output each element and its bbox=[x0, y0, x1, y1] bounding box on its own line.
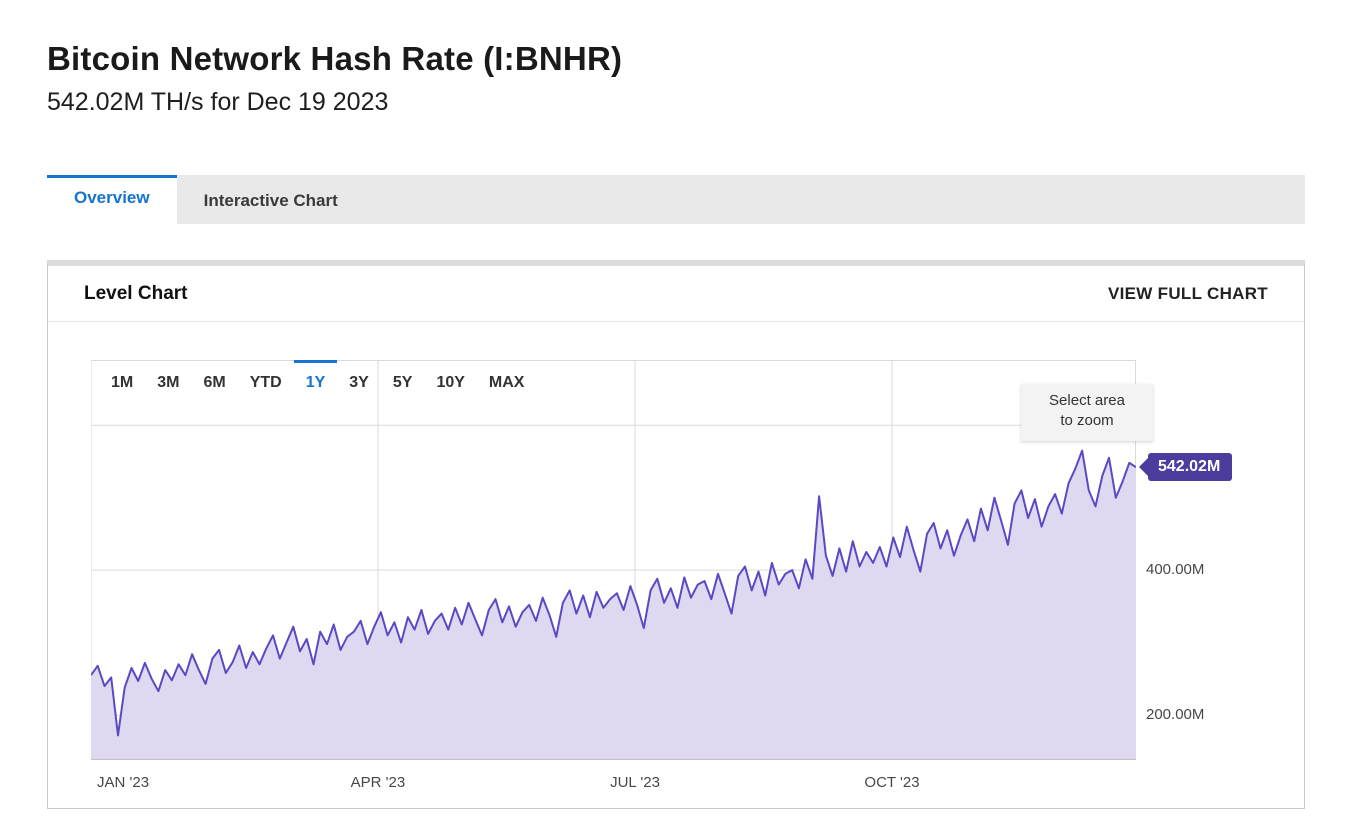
range-button-max[interactable]: MAX bbox=[477, 360, 537, 400]
tab-overview[interactable]: Overview bbox=[47, 175, 177, 224]
x-axis-label: JUL '23 bbox=[610, 774, 660, 791]
hash-rate-chart[interactable] bbox=[91, 360, 1136, 760]
zoom-hint: Select area to zoom bbox=[1021, 384, 1153, 441]
range-button-10y[interactable]: 10Y bbox=[424, 360, 476, 400]
view-full-chart-link[interactable]: VIEW FULL CHART bbox=[1107, 284, 1268, 303]
range-button-3y[interactable]: 3Y bbox=[337, 360, 381, 400]
plot-area: 1M 3M 6M YTD 1Y 3Y 5Y 10Y MAX Select area to zoo… bbox=[91, 360, 1153, 760]
range-button-1m[interactable]: 1M bbox=[99, 360, 145, 400]
range-button-6m[interactable]: 6M bbox=[191, 360, 237, 400]
y-axis-label: 200.00M bbox=[1146, 706, 1205, 724]
x-axis-label: JAN '23 bbox=[97, 774, 150, 791]
range-selector: 1M 3M 6M YTD 1Y 3Y 5Y 10Y MAX bbox=[99, 360, 536, 400]
zoom-hint-line1: Select area bbox=[1049, 392, 1125, 409]
chart-region: 1M 3M 6M YTD 1Y 3Y 5Y 10Y MAX Select area to zoo… bbox=[48, 360, 1304, 800]
x-axis-label: OCT '23 bbox=[864, 774, 920, 791]
page-subtitle: 542.02M TH/s for Dec 19 2023 bbox=[47, 88, 389, 116]
range-button-3m[interactable]: 3M bbox=[145, 360, 191, 400]
zoom-hint-line2: to zoom bbox=[1060, 412, 1114, 430]
current-value-badge: 542.02M bbox=[1148, 453, 1233, 481]
x-axis-label: APR '23 bbox=[350, 774, 406, 791]
panel-header: Level Chart VIEW FULL CHART bbox=[48, 266, 1304, 322]
tab-bar: Overview Interactive Chart bbox=[47, 175, 1305, 224]
y-axis-label: 400.00M bbox=[1146, 561, 1205, 579]
page-title: Bitcoin Network Hash Rate (I:BNHR) bbox=[47, 40, 623, 77]
level-chart-panel: Level Chart VIEW FULL CHART 1M 3M 6M YTD 1Y 3… bbox=[47, 260, 1305, 809]
tab-interactive-chart[interactable]: Interactive Chart bbox=[203, 191, 338, 210]
range-button-5y[interactable]: 5Y bbox=[381, 360, 425, 400]
range-button-1y[interactable]: 1Y bbox=[293, 360, 338, 400]
range-button-ytd[interactable]: YTD bbox=[238, 360, 294, 400]
panel-title: Level Chart bbox=[84, 283, 188, 304]
